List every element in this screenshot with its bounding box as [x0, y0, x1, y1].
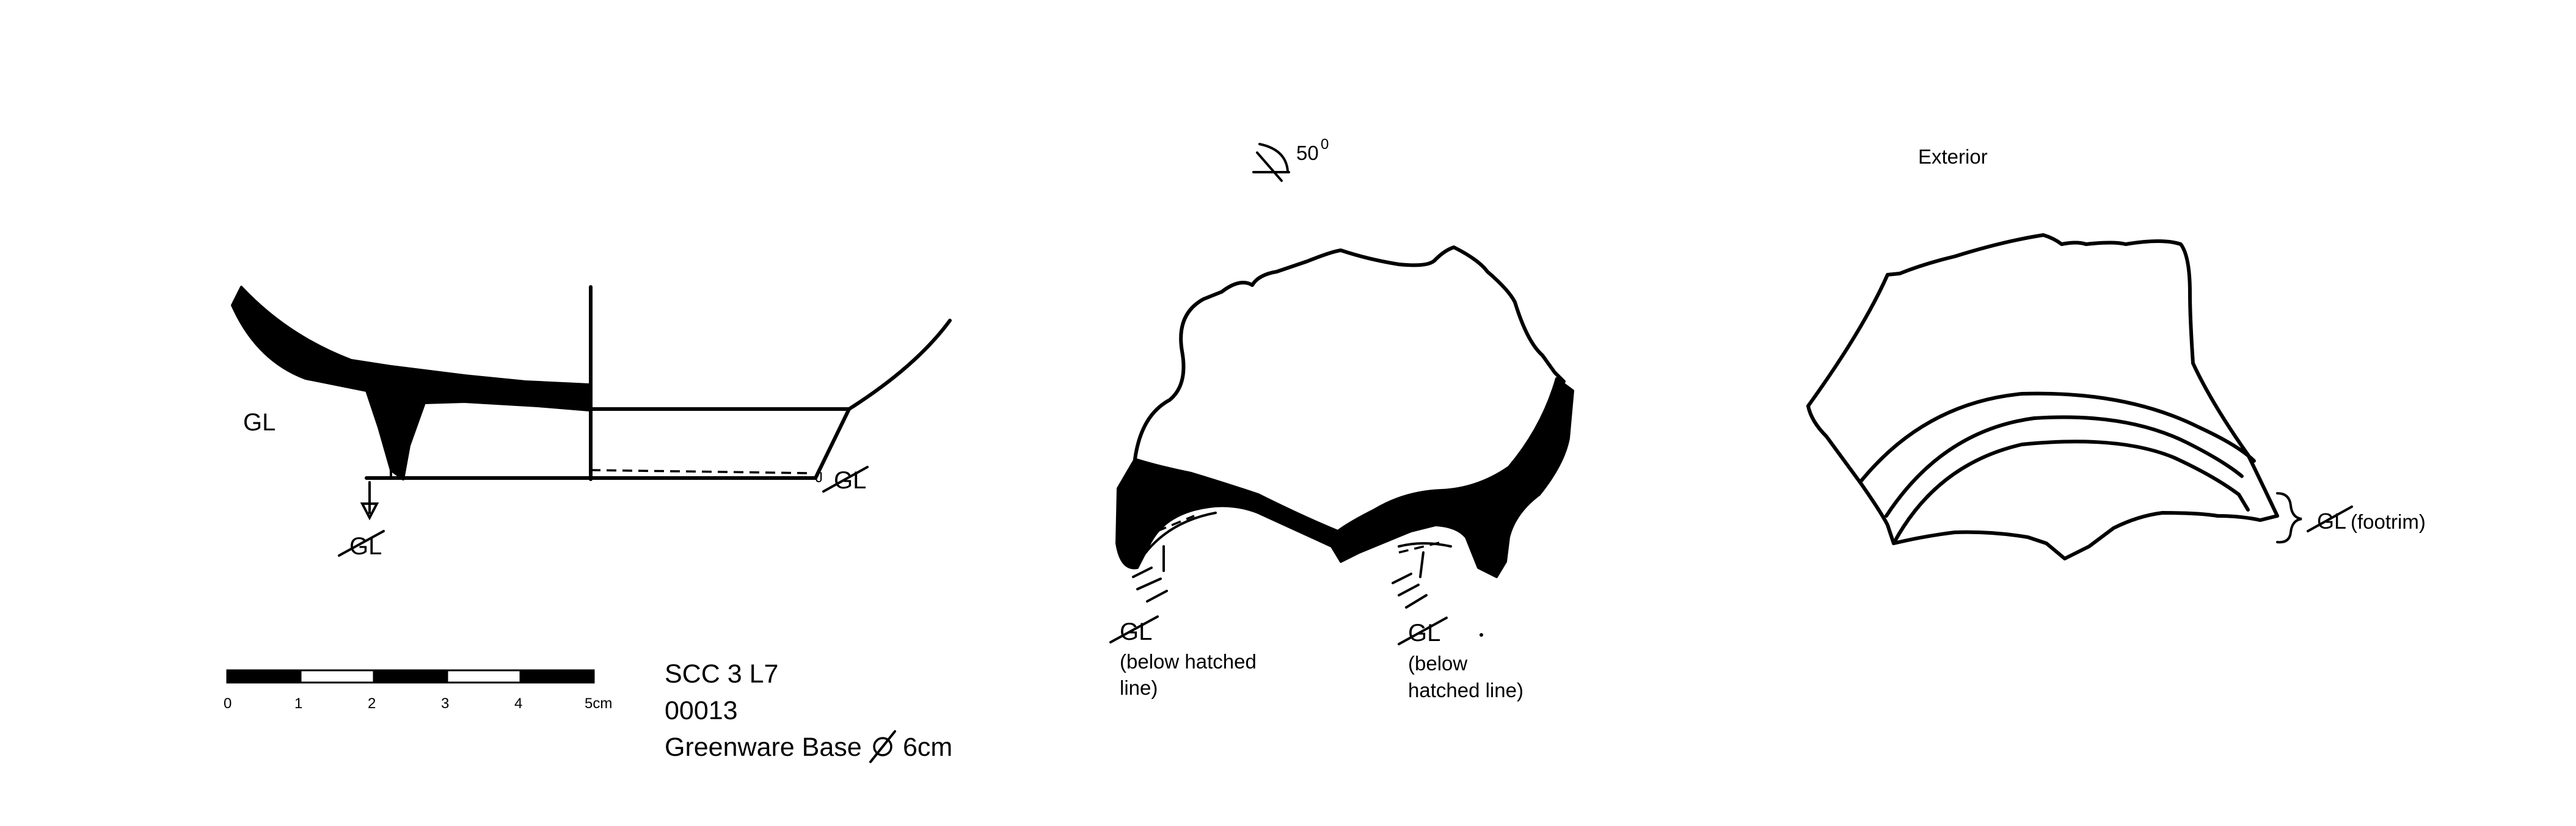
- vessel-wall-section: [231, 286, 591, 480]
- elevation-outline: [589, 319, 952, 411]
- glaze-limit-strike: [338, 530, 385, 557]
- exterior-sherd-lower: [1806, 404, 2279, 560]
- info-number: 00013: [665, 696, 738, 725]
- profile-section: GL GL J GL: [231, 285, 952, 560]
- exterior-sherd-outline: [1806, 233, 2279, 518]
- interior-rim-band: [1115, 377, 1574, 578]
- stray-dot: [1480, 633, 1483, 637]
- interior-right-strike: [1398, 617, 1448, 645]
- scale-tick-5: 5cm: [585, 695, 612, 712]
- elevation-base: [589, 407, 851, 480]
- footrim-note: (footrim): [2351, 510, 2426, 533]
- angle-icon: [1252, 143, 1290, 182]
- diameter-icon: [873, 737, 892, 756]
- glaze-arrow-head: [360, 502, 379, 521]
- interior-right-note-1: (below: [1408, 652, 1467, 675]
- scale-tick-3: 3: [441, 695, 449, 712]
- angle-value: 50: [1296, 142, 1319, 164]
- elevation-glaze-dash: [590, 469, 810, 474]
- footrim-strike: [2307, 505, 2353, 532]
- scale-tick-4: 4: [514, 695, 522, 712]
- hatched-lines-left: [1132, 515, 1195, 603]
- scale-tick-2: 2: [368, 695, 376, 712]
- interior-view: 50 0 GL (below hatched line) GL: [1109, 136, 1574, 701]
- interior-right-note-2: hatched line): [1408, 679, 1523, 701]
- footrim-ring-outer: [1858, 391, 2256, 484]
- scale-tick-1: 1: [294, 695, 302, 712]
- info-description: Greenware Base: [665, 733, 862, 762]
- interior-sherd-outline: [1133, 245, 1566, 461]
- scale-segment-2: [373, 669, 448, 684]
- scale-segment-3: [446, 669, 522, 684]
- footrim-brace: [2276, 492, 2302, 544]
- glaze-label: GL: [243, 409, 275, 436]
- interior-inner-curve-right: [1398, 542, 1452, 548]
- scale-segment-0: [226, 669, 302, 684]
- interior-left-note-2: line): [1120, 676, 1158, 699]
- interior-left-note-1: (below hatched: [1120, 650, 1257, 673]
- diameter-icon-slash: [869, 730, 896, 763]
- info-context: SCC 3 L7: [665, 659, 778, 689]
- scale-bar: 0 1 2 3 4 5cm: [224, 669, 612, 712]
- footrim-ring-middle: [1885, 415, 2244, 518]
- exterior-view: Exterior GL (footrim): [1806, 145, 2426, 560]
- rim-mark: J: [815, 469, 823, 486]
- catalogue-info: SCC 3 L7 00013 Greenware Base 6cm: [665, 659, 952, 763]
- interior-left-strike: [1109, 615, 1159, 643]
- scale-tick-0: 0: [224, 695, 232, 712]
- angle-unit: 0: [1321, 136, 1329, 153]
- footrim-ring-inner: [1892, 440, 2250, 545]
- info-diameter: 6cm: [903, 733, 952, 762]
- glaze-limit-right-strike: [822, 466, 869, 493]
- scale-segment-4: [519, 669, 595, 684]
- exterior-title: Exterior: [1918, 145, 1988, 168]
- hatched-lines-right: [1392, 541, 1442, 609]
- scale-segment-1: [299, 669, 375, 684]
- interior-inner-curve-left: [1140, 512, 1217, 560]
